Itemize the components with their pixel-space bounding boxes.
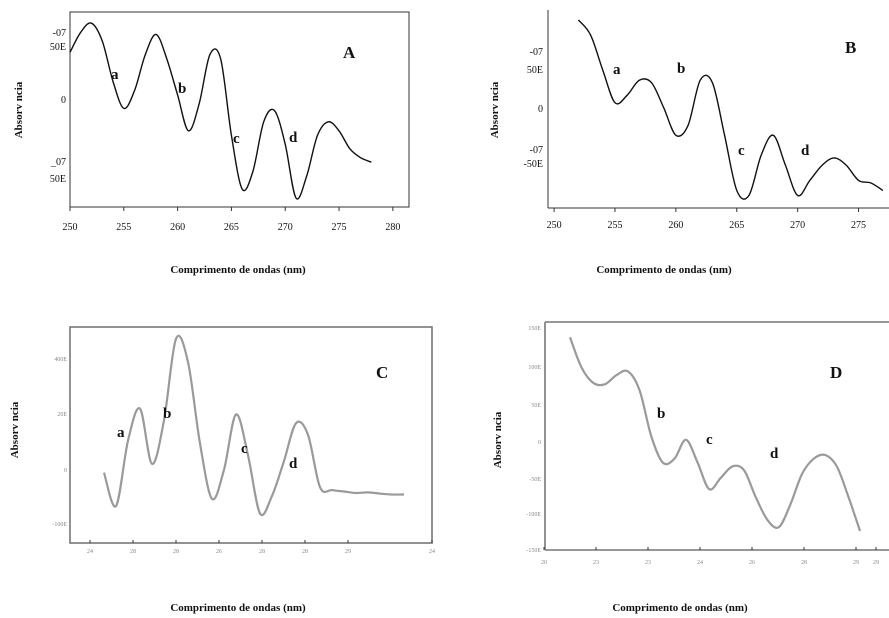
panel-c-y-axis-label: Absorv ncia <box>9 401 21 458</box>
panel-a-x-tick-label: 265 <box>224 222 239 233</box>
panel-d-peak-c: c <box>706 432 713 448</box>
panel-b-y-tick-label: -07 <box>530 145 543 156</box>
panel-d-peak-b: b <box>657 406 665 422</box>
panel-a-peak-d: d <box>289 130 298 146</box>
panel-d-x-tick-label: 24 <box>697 560 703 566</box>
panel-d: Absorv ncia Comprimento de ondas (nm) D … <box>492 321 889 614</box>
panel-b-x-tick-label: 275 <box>851 220 866 231</box>
panel-a-y-tick-label: 50E <box>50 174 66 185</box>
panel-d-peak-d: d <box>770 446 779 462</box>
panel-b-y-axis-label: Absorv ncia <box>489 81 501 138</box>
panel-b-x-tick-label: 265 <box>729 220 744 231</box>
panel-b-peak-c: c <box>738 143 745 159</box>
panel-a-y-tick-label: 50E <box>50 42 66 53</box>
panel-d-spectrum-line <box>568 336 862 532</box>
panel-a-x-tick-label: 270 <box>278 222 293 233</box>
panel-a-x-tick-label: 280 <box>385 222 400 233</box>
panel-d-x-tick-label: 29 <box>873 560 879 566</box>
panel-b-peak-a: a <box>613 62 621 78</box>
panel-d-y-axis-label: Absorv ncia <box>492 411 504 468</box>
panel-b-x-tick-label: 270 <box>790 220 805 231</box>
panel-c-x-tick-label: 28 <box>302 549 308 555</box>
panel-b: Absorv ncia Comprimento de ondas (nm) B … <box>489 10 889 276</box>
panel-c-y-tick-label: -100E <box>52 522 67 528</box>
panel-d-x-tick-label: 26 <box>749 560 755 566</box>
panel-b-x-tick-label: 260 <box>668 220 683 231</box>
panel-c-y-tick-label: 20E <box>57 412 67 418</box>
panel-a-y-tick-label: _07 <box>50 157 66 168</box>
panel-c-x-tick-label: 28 <box>259 549 265 555</box>
panel-a-plot-frame <box>69 11 410 208</box>
panel-d-y-tick-label: -150E <box>526 548 541 554</box>
panel-b-y-tick-label: 50E <box>527 65 543 76</box>
panel-a-y-tick-label: -07 <box>53 28 66 39</box>
panel-a-peak-a: a <box>111 67 119 83</box>
panel-c-peak-b: b <box>163 406 171 422</box>
panel-b-y-tick-label: -07 <box>530 47 543 58</box>
panel-a-spectrum-line <box>69 22 372 200</box>
panel-b-y-tick-label: -50E <box>524 159 543 170</box>
panel-c-x-tick-label: 28 <box>173 549 179 555</box>
panel-d-y-tick-label: 100E <box>528 365 541 371</box>
panel-c-letter: C <box>376 363 388 382</box>
panel-c-peak-a: a <box>117 425 125 441</box>
panel-b-x-tick-label: 255 <box>607 220 622 231</box>
panel-b-spectrum-line <box>577 19 884 200</box>
panel-d-x-tick-label: 23 <box>593 560 599 566</box>
panel-a-letter: A <box>343 43 356 62</box>
panel-b-letter: B <box>845 38 856 57</box>
panel-b-x-tick-label: 250 <box>547 220 562 231</box>
panel-c: Absorv ncia Comprimento de ondas (nm) C … <box>9 326 435 614</box>
panel-c-y-tick-label: 0 <box>64 468 67 474</box>
panel-b-peak-d: d <box>801 143 810 159</box>
panel-a-peak-c: c <box>233 131 240 147</box>
panel-a: Absorv ncia Comprimento de ondas (nm) A … <box>13 11 410 276</box>
panel-a-x-axis-label: Comprimento de ondas (nm) <box>170 264 306 276</box>
panel-d-x-tick-label: 29 <box>853 560 859 566</box>
panel-b-x-axis-label: Comprimento de ondas (nm) <box>596 264 732 276</box>
panel-d-y-tick-label: 0 <box>538 440 541 446</box>
panel-d-x-axis-label: Comprimento de ondas (nm) <box>612 602 748 614</box>
panel-c-spectrum-line <box>102 334 405 517</box>
panel-c-plot-frame <box>69 326 433 544</box>
panel-a-x-tick-label: 255 <box>116 222 131 233</box>
panel-b-y-tick-label: 0 <box>538 104 543 115</box>
panel-a-x-tick-label: 250 <box>63 222 78 233</box>
panel-a-x-tick-label: 260 <box>170 222 185 233</box>
panel-c-x-tick-label: 29 <box>345 549 351 555</box>
panel-d-y-tick-label: 150E <box>528 326 541 332</box>
panel-d-x-tick-label: 23 <box>645 560 651 566</box>
panel-d-y-tick-label: -50E <box>529 477 541 483</box>
panel-b-peak-b: b <box>677 61 685 77</box>
panel-c-x-tick-label: 28 <box>130 549 136 555</box>
panel-c-x-tick-label: 24 <box>429 549 435 555</box>
panel-d-letter: D <box>830 363 842 382</box>
panel-c-x-tick-label: 26 <box>216 549 222 555</box>
panel-a-y-tick-label: 0 <box>61 95 66 106</box>
panel-c-x-axis-label: Comprimento de ondas (nm) <box>170 602 306 614</box>
panel-a-y-axis-label: Absorv ncia <box>13 81 25 138</box>
panel-a-x-tick-label: 275 <box>332 222 347 233</box>
panel-d-x-tick-label: 28 <box>801 560 807 566</box>
panel-c-y-tick-label: 400E <box>54 357 67 363</box>
panel-d-x-tick-label: 20 <box>541 560 547 566</box>
panel-c-peak-c: c <box>241 441 248 457</box>
panel-d-y-tick-label: 50E <box>531 403 541 409</box>
panel-c-peak-d: d <box>289 456 298 472</box>
panel-d-y-tick-label: -100E <box>526 512 541 518</box>
panel-a-peak-b: b <box>178 81 186 97</box>
panel-c-x-tick-label: 24 <box>87 549 93 555</box>
